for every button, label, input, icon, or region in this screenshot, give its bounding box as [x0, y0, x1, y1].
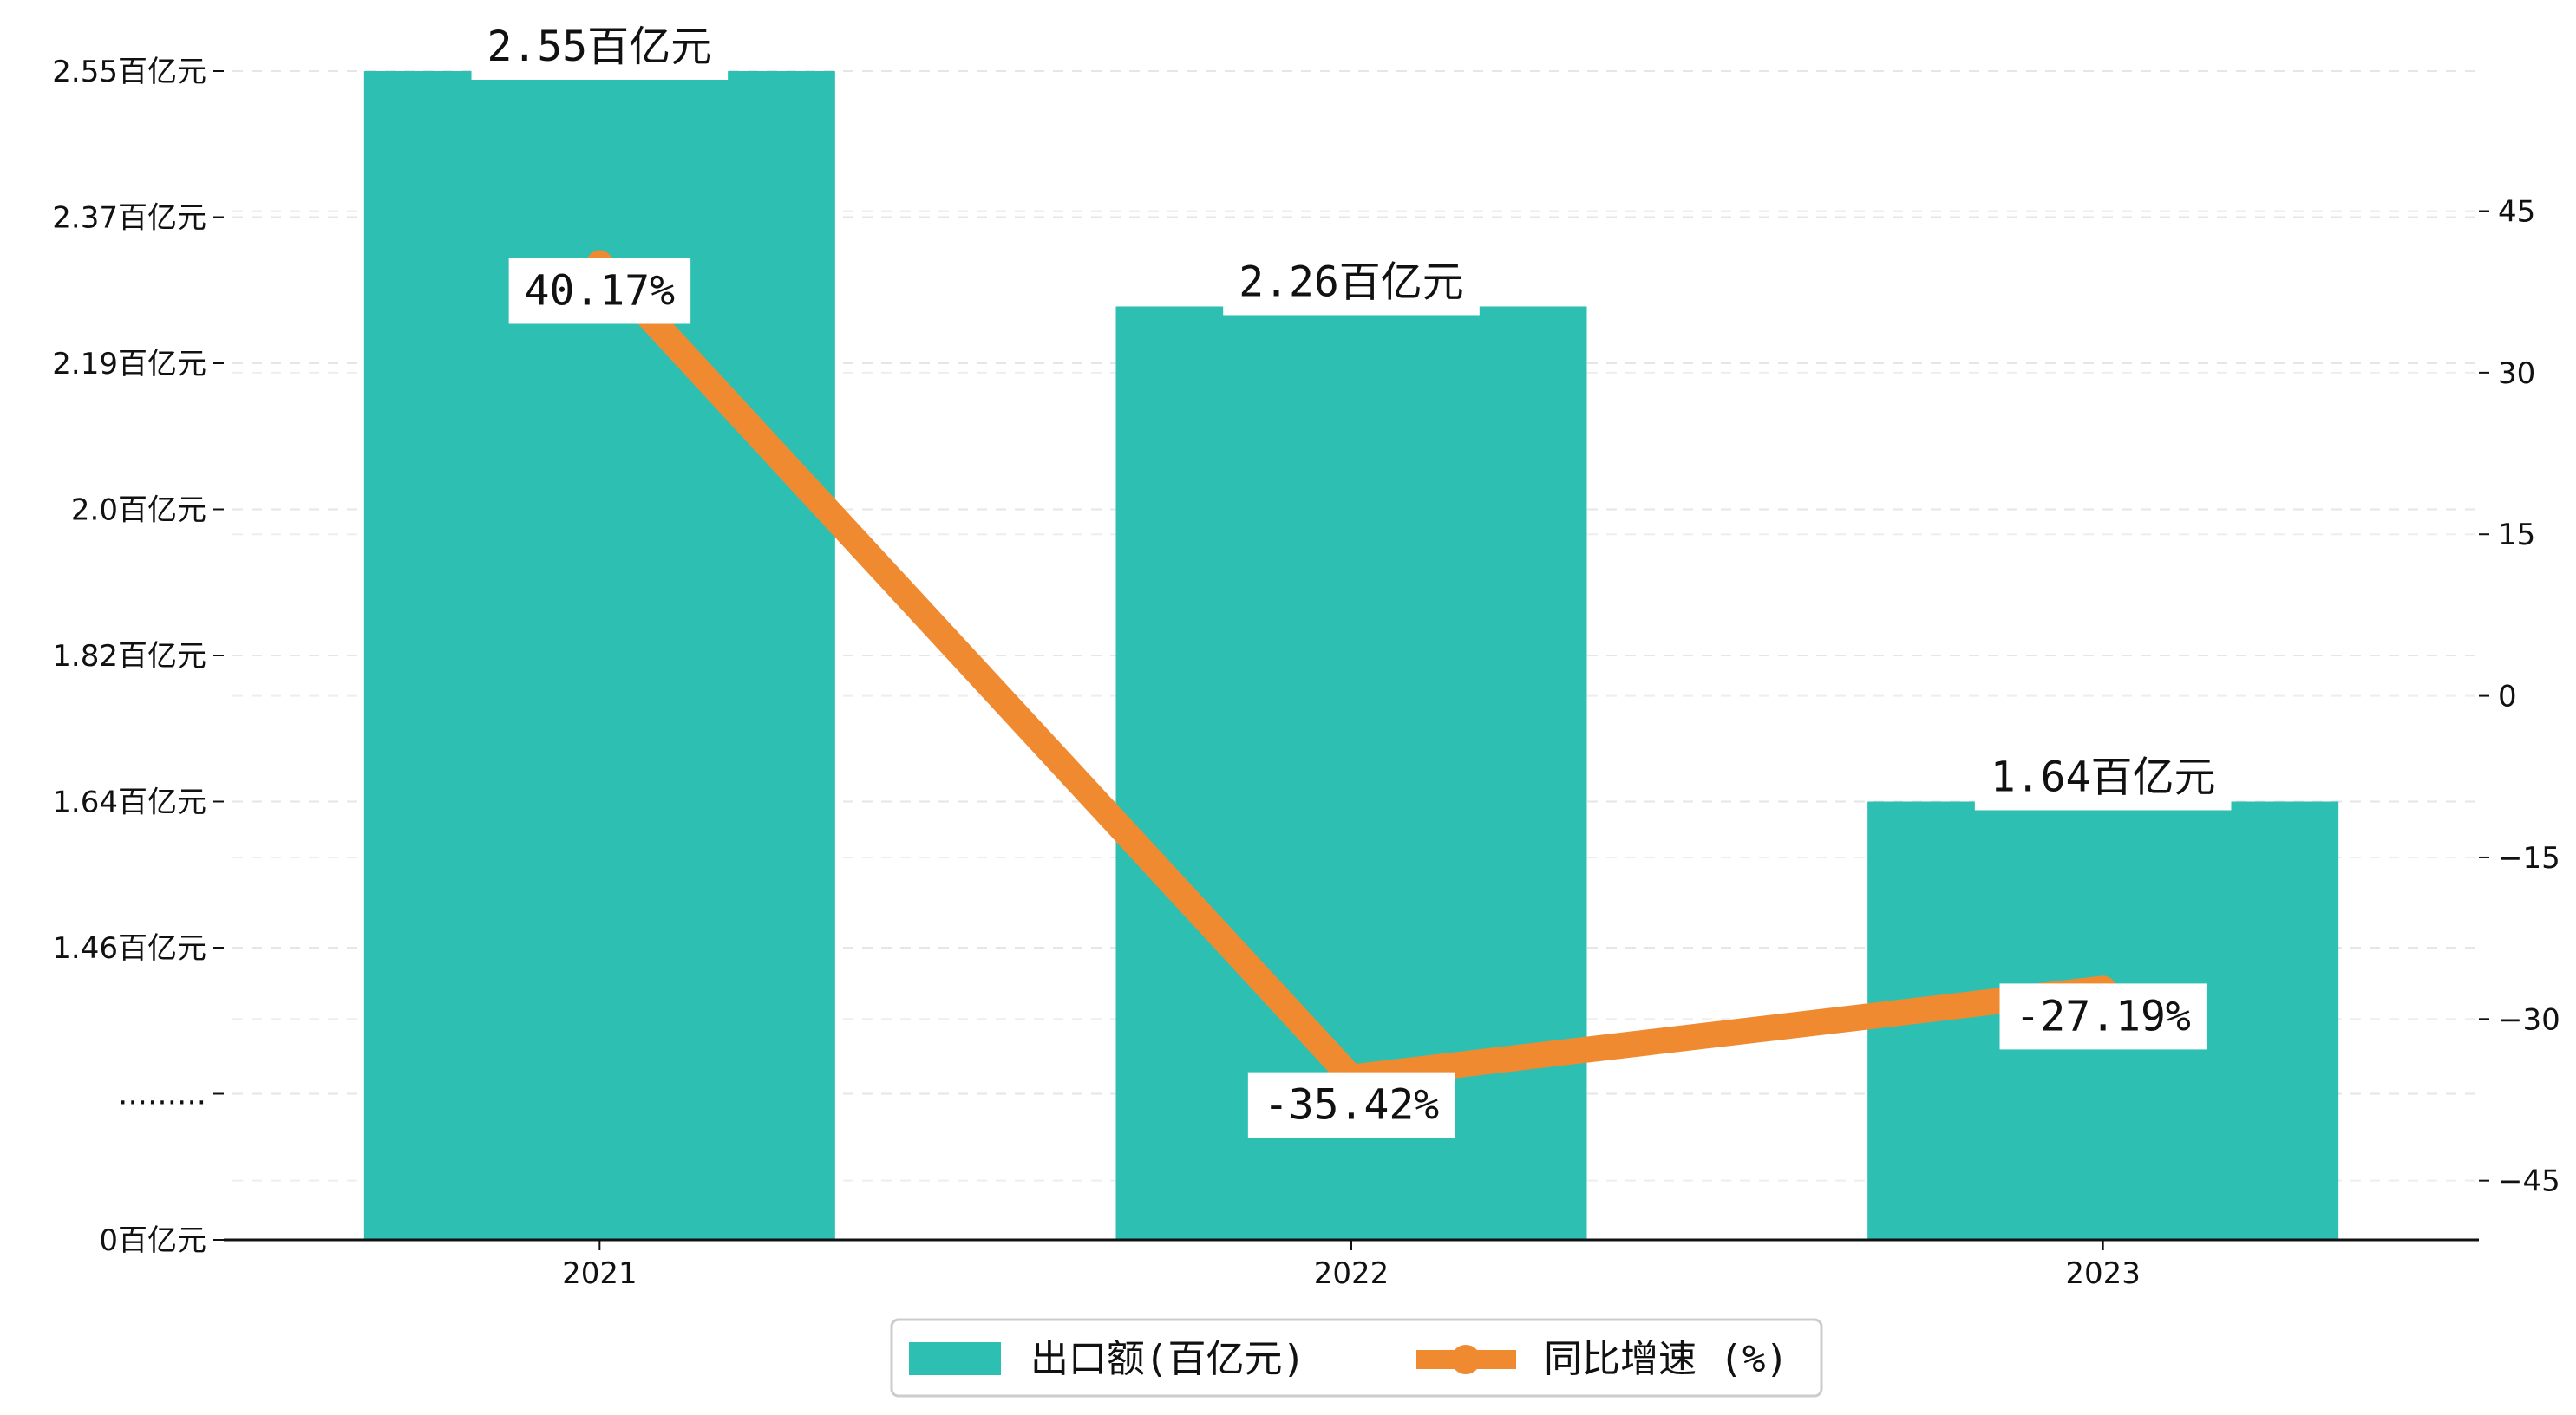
legend-swatch-marker [1451, 1345, 1481, 1374]
bar-value-label-text: 2.55百亿元 [487, 23, 713, 71]
line-value-label: 40.17% [508, 258, 691, 324]
data-labels: 2.55百亿元 2.26百亿元 1.64百亿元 40.17% -35.42% -27.19… [471, 14, 2232, 1138]
bar-value-label-text: 1.64百亿元 [1991, 753, 2216, 802]
left-tick-label: 2.0百亿元 [71, 493, 206, 528]
axes: 0百亿元 ……… 1.46百亿元 1.64百亿元 1.82百亿元 2.0百亿元 2.19百亿… [52, 55, 2560, 1291]
right-tick-label: −30 [2498, 1002, 2560, 1037]
left-tick-label: 2.55百亿元 [52, 55, 206, 89]
right-tick-label: 0 [2498, 680, 2517, 714]
left-tick-label: 1.46百亿元 [52, 931, 206, 966]
x-tick-label: 2022 [1314, 1256, 1389, 1291]
right-tick-label: 45 [2498, 195, 2535, 230]
left-tick-label: 2.19百亿元 [52, 347, 206, 381]
bar-value-label-box [1974, 744, 2232, 811]
right-tick-label: 30 [2498, 356, 2535, 391]
left-tick-label: ……… [118, 1078, 206, 1112]
line-value-label-text: 40.17% [525, 267, 675, 316]
legend-swatch-bar [909, 1342, 1001, 1375]
right-tick-label: −45 [2498, 1164, 2560, 1199]
left-tick-label: 1.82百亿元 [52, 639, 206, 674]
bar-value-label-box [471, 14, 729, 80]
legend-frame [890, 1318, 1823, 1398]
right-tick-label: −15 [2498, 841, 2560, 876]
x-tick-label: 2021 [562, 1256, 637, 1291]
x-tick-label: 2023 [2065, 1256, 2141, 1291]
line-value-label: -27.19% [1999, 983, 2207, 1050]
line-value-label-text: -35.42% [1264, 1081, 1439, 1130]
bar-value-label-text: 2.26百亿元 [1239, 258, 1464, 306]
line-value-label-box [508, 258, 691, 324]
line-value-label-box [1247, 1072, 1455, 1138]
right-tick-label: 15 [2498, 518, 2535, 552]
legend: 出口额(百亿元) 同比增速 (%) [890, 1318, 1823, 1398]
legend-label-line: 同比增速 (%) [1544, 1337, 1788, 1381]
bar-value-label: 2.26百亿元 [1223, 249, 1480, 316]
left-tick-label: 2.37百亿元 [52, 201, 206, 236]
bar-value-label: 1.64百亿元 [1974, 744, 2232, 811]
left-tick-label: 1.64百亿元 [52, 786, 206, 820]
left-tick-label: 0百亿元 [99, 1223, 206, 1258]
bar-value-label: 2.55百亿元 [471, 14, 729, 80]
line-value-label-text: -27.19% [2016, 992, 2191, 1040]
bar-value-label-box [1223, 249, 1480, 316]
line-value-label-box [1999, 983, 2207, 1050]
legend-label-bar: 出口额(百亿元) [1030, 1337, 1305, 1381]
line-value-label: -35.42% [1247, 1072, 1455, 1138]
bar-2021 [363, 71, 835, 1240]
